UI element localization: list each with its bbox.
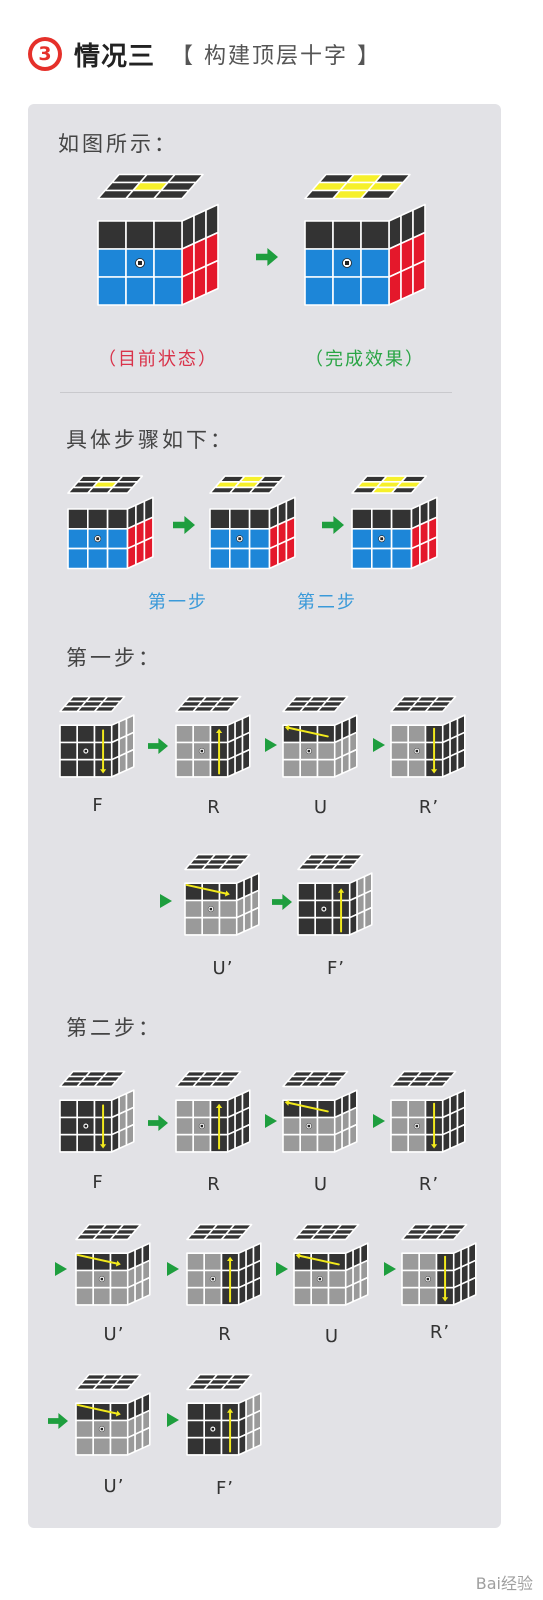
section-subtitle: 【 构建顶层十字 】 xyxy=(171,44,382,69)
move-label: R’ xyxy=(418,1174,440,1195)
move-label: R xyxy=(207,1174,221,1195)
move-cube-R xyxy=(175,1070,251,1153)
watermark-logo: Bai经验 xyxy=(475,1574,533,1593)
move-label: U’ xyxy=(103,1324,125,1345)
move-label: R’ xyxy=(429,1322,451,1343)
green-arrow-icon xyxy=(148,1115,168,1131)
move-label: U’ xyxy=(103,1476,125,1497)
green-arrow-icon xyxy=(272,894,292,910)
section-title: 情况三 xyxy=(74,41,156,72)
move-cube-Fp xyxy=(297,853,373,936)
green-arrow-icon xyxy=(373,738,385,752)
divider xyxy=(60,392,452,393)
green-arrow-icon xyxy=(148,738,168,754)
green-arrow-icon xyxy=(256,248,278,266)
move-label: U xyxy=(313,797,329,818)
overview-cube-end xyxy=(351,475,438,570)
green-arrow-icon xyxy=(384,1262,396,1276)
move-cube-R xyxy=(175,695,251,778)
move-label: U xyxy=(313,1174,329,1195)
move-cube-U xyxy=(282,695,358,778)
move-cube-Rp xyxy=(390,1070,466,1153)
move-cube-Rp xyxy=(390,695,466,778)
move-label: U’ xyxy=(212,958,234,979)
move-cube-R xyxy=(186,1223,262,1306)
step1-caption: 第一步 xyxy=(148,592,208,613)
move-cube-Up xyxy=(184,853,260,936)
move-cube-F xyxy=(59,695,135,778)
green-arrow-icon xyxy=(167,1262,179,1276)
move-label: F’ xyxy=(215,1478,235,1499)
green-arrow-icon xyxy=(160,894,172,908)
move-cube-Fp xyxy=(186,1373,262,1456)
step2-caption: 第二步 xyxy=(297,592,357,613)
step-number-badge: 3 xyxy=(28,37,62,71)
current-state-cube xyxy=(97,173,219,306)
steps-label: 具体步骤如下： xyxy=(66,428,234,452)
green-arrow-icon xyxy=(173,516,195,534)
move-cube-F xyxy=(59,1070,135,1153)
goal-state-caption: （完成效果） xyxy=(305,349,425,370)
green-arrow-icon xyxy=(373,1114,385,1128)
overview-cube-middle xyxy=(209,475,296,570)
step-number: 3 xyxy=(32,41,58,67)
move-cube-U xyxy=(293,1223,369,1306)
move-label: R’ xyxy=(418,797,440,818)
step2-label: 第二步： xyxy=(66,1016,162,1040)
green-arrow-icon xyxy=(322,516,344,534)
intro-label: 如图所示： xyxy=(58,132,178,156)
overview-cube-start xyxy=(67,475,154,570)
goal-state-cube xyxy=(304,173,426,306)
current-state-caption: （目前状态） xyxy=(98,349,218,370)
green-arrow-icon xyxy=(55,1262,67,1276)
move-label: F xyxy=(92,795,104,816)
step1-label: 第一步： xyxy=(66,646,162,670)
green-arrow-icon xyxy=(265,738,277,752)
green-arrow-icon xyxy=(265,1114,277,1128)
green-arrow-icon xyxy=(276,1262,288,1276)
move-cube-Up xyxy=(75,1223,151,1306)
move-label: R xyxy=(207,797,221,818)
move-label: U xyxy=(324,1326,340,1347)
move-cube-Up xyxy=(75,1373,151,1456)
move-label: R xyxy=(218,1324,232,1345)
section-header: 3 情况三 【 构建顶层十字 】 xyxy=(28,34,381,74)
move-cube-U xyxy=(282,1070,358,1153)
move-cube-Rp xyxy=(401,1223,477,1306)
move-label: F’ xyxy=(326,958,346,979)
green-arrow-icon xyxy=(167,1413,179,1427)
move-label: F xyxy=(92,1172,104,1193)
green-arrow-icon xyxy=(48,1413,68,1429)
